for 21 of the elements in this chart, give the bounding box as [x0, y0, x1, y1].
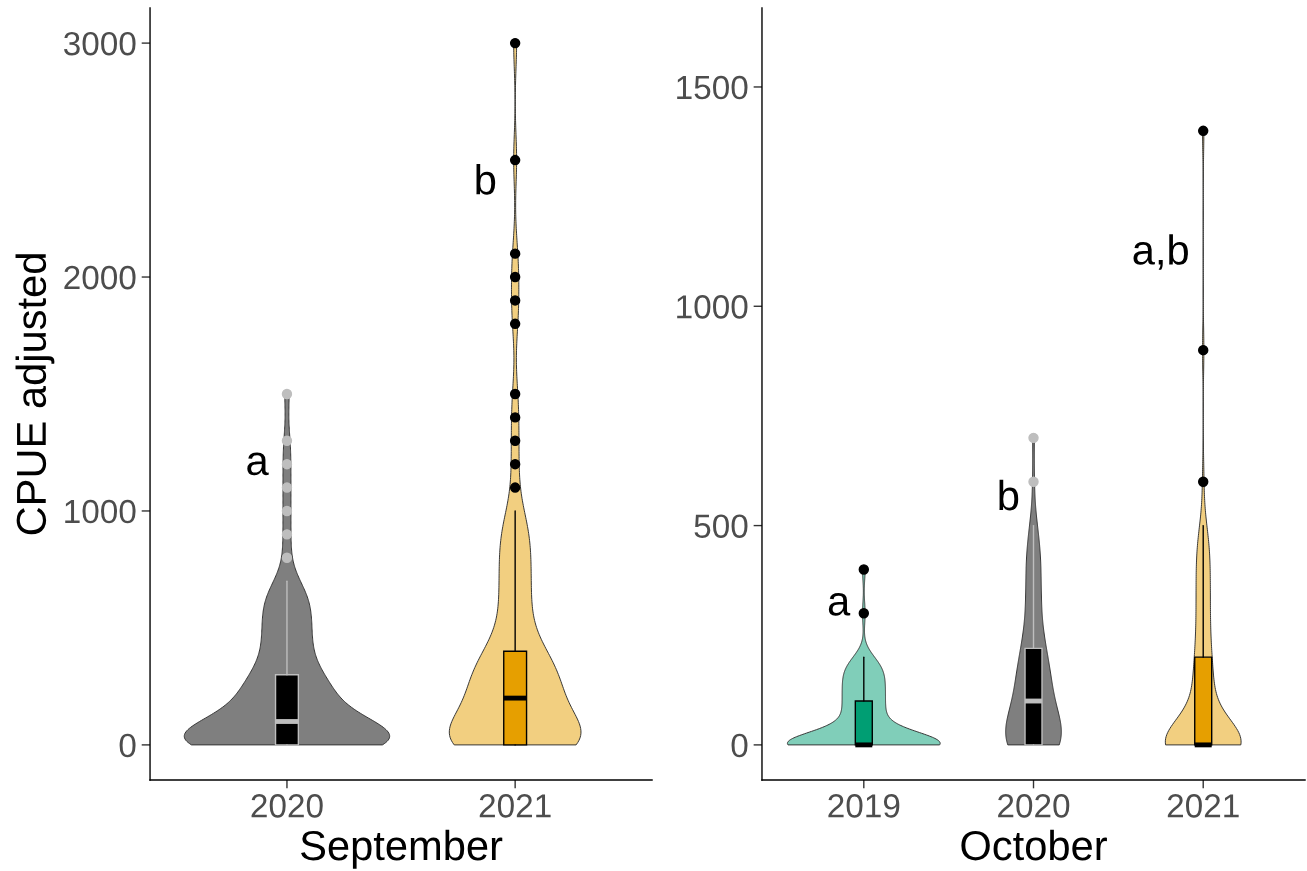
x-tick-label: 2020 [251, 794, 323, 818]
annotation: b [999, 479, 1019, 511]
y-tick-label: 0 [731, 733, 748, 758]
y-tick-label: 1000 [65, 499, 136, 524]
y-tick-label: 1500 [677, 75, 748, 100]
x-tick-label: 2019 [828, 794, 900, 818]
annotation: a [247, 452, 269, 476]
x-tick-label: 2021 [479, 794, 551, 818]
y-axis-title: CPUE adjusted [15, 254, 55, 535]
annotation: b [476, 164, 496, 195]
y-tick-label: 3000 [63, 31, 136, 56]
annotation: a [828, 592, 851, 616]
x-tick-label: 2021 [1167, 794, 1239, 818]
x-axis-title: October [961, 829, 1107, 861]
y-tick-label: 2000 [64, 265, 136, 290]
y-tick-label: 500 [694, 514, 748, 538]
annotation: a,b [1133, 234, 1188, 270]
y-tick-label: 0 [119, 733, 136, 758]
y-tick-label: 1000 [677, 295, 748, 319]
x-axis-title: September [301, 829, 503, 869]
x-tick-label: 2020 [998, 794, 1070, 818]
